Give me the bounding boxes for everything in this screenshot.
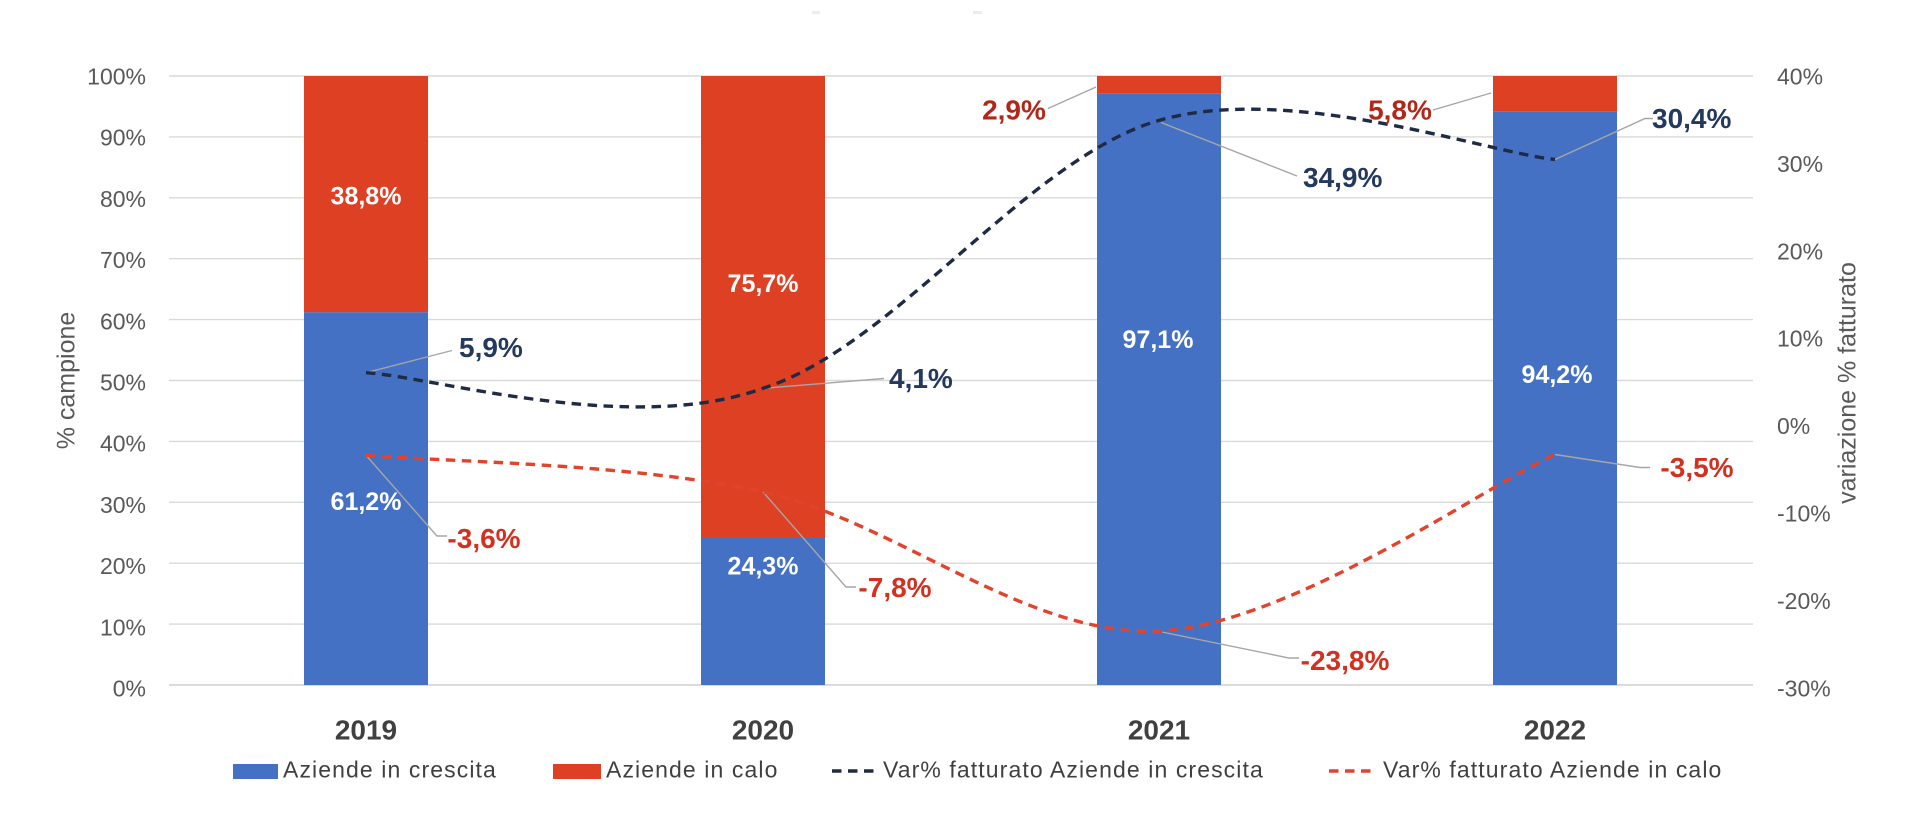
svg-text:61,2%: 61,2% <box>331 488 402 516</box>
svg-text:94,2%: 94,2% <box>1522 361 1593 389</box>
svg-text:97,1%: 97,1% <box>1123 326 1194 354</box>
svg-text:40%: 40% <box>1777 64 1823 90</box>
svg-text:24,3%: 24,3% <box>728 553 799 581</box>
svg-text:75,7%: 75,7% <box>728 270 799 298</box>
svg-text:4,1%: 4,1% <box>889 363 953 394</box>
svg-text:-20%: -20% <box>1777 588 1831 614</box>
svg-text:30%: 30% <box>1777 151 1823 177</box>
svg-text:0%: 0% <box>113 676 146 702</box>
svg-text:38,8%: 38,8% <box>331 183 402 211</box>
svg-text:variazione % fatturato: variazione % fatturato <box>1834 262 1862 504</box>
svg-text:Aziende in calo: Aziende in calo <box>606 757 779 783</box>
svg-text:Var% fatturato Aziende in calo: Var% fatturato Aziende in calo <box>1383 757 1722 783</box>
svg-text:30%: 30% <box>100 492 146 518</box>
svg-text:30,4%: 30,4% <box>1652 103 1731 134</box>
svg-text:-3,6%: -3,6% <box>447 523 520 554</box>
svg-text:50%: 50% <box>100 370 146 396</box>
svg-text:40%: 40% <box>100 431 146 457</box>
svg-text:100%: 100% <box>87 64 146 90</box>
svg-text:0%: 0% <box>1777 413 1810 439</box>
svg-text:-23,8%: -23,8% <box>1301 645 1390 676</box>
svg-text:5,9%: 5,9% <box>459 332 523 363</box>
svg-text:2021: 2021 <box>1128 715 1190 746</box>
svg-text:20%: 20% <box>100 553 146 579</box>
svg-text:-3,5%: -3,5% <box>1660 452 1733 483</box>
svg-text:90%: 90% <box>100 125 146 151</box>
svg-text:Var% fatturato Aziende in cres: Var% fatturato Aziende in crescita <box>883 757 1264 783</box>
svg-text:% campione: % campione <box>53 312 81 450</box>
svg-text:80%: 80% <box>100 186 146 212</box>
svg-text:2019: 2019 <box>335 715 397 746</box>
svg-text:10%: 10% <box>100 614 146 640</box>
svg-text:20%: 20% <box>1777 238 1823 264</box>
svg-text:Aziende in crescita: Aziende in crescita <box>283 757 497 783</box>
svg-text:70%: 70% <box>100 247 146 273</box>
svg-text:-7,8%: -7,8% <box>858 572 931 603</box>
svg-text:-30%: -30% <box>1777 675 1831 701</box>
svg-text:60%: 60% <box>100 308 146 334</box>
svg-text:34,9%: 34,9% <box>1303 162 1382 193</box>
svg-text:10%: 10% <box>1777 326 1823 352</box>
svg-text:2,9%: 2,9% <box>982 95 1046 126</box>
svg-text:2020: 2020 <box>732 715 794 746</box>
svg-text:2022: 2022 <box>1524 715 1586 746</box>
svg-text:-10%: -10% <box>1777 501 1831 527</box>
svg-text:5,8%: 5,8% <box>1368 95 1432 126</box>
